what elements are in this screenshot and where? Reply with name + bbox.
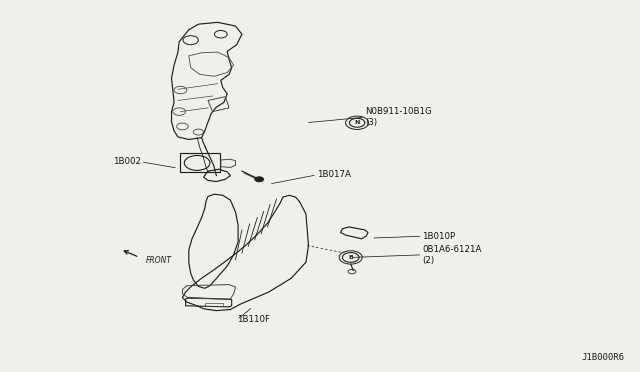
Text: 1B010P: 1B010P [422, 232, 456, 241]
Text: 1B002: 1B002 [113, 157, 141, 166]
Text: N0B911-10B1G
(3): N0B911-10B1G (3) [365, 108, 431, 127]
Text: J1B000R6: J1B000R6 [581, 353, 624, 362]
Text: N: N [355, 120, 360, 125]
Text: FRONT: FRONT [146, 256, 172, 265]
Text: B: B [348, 255, 353, 260]
Text: 0B1A6-6121A
(2): 0B1A6-6121A (2) [422, 245, 482, 264]
Circle shape [255, 177, 264, 182]
Text: 1B110F: 1B110F [237, 315, 270, 324]
Text: 1B017A: 1B017A [317, 170, 351, 179]
